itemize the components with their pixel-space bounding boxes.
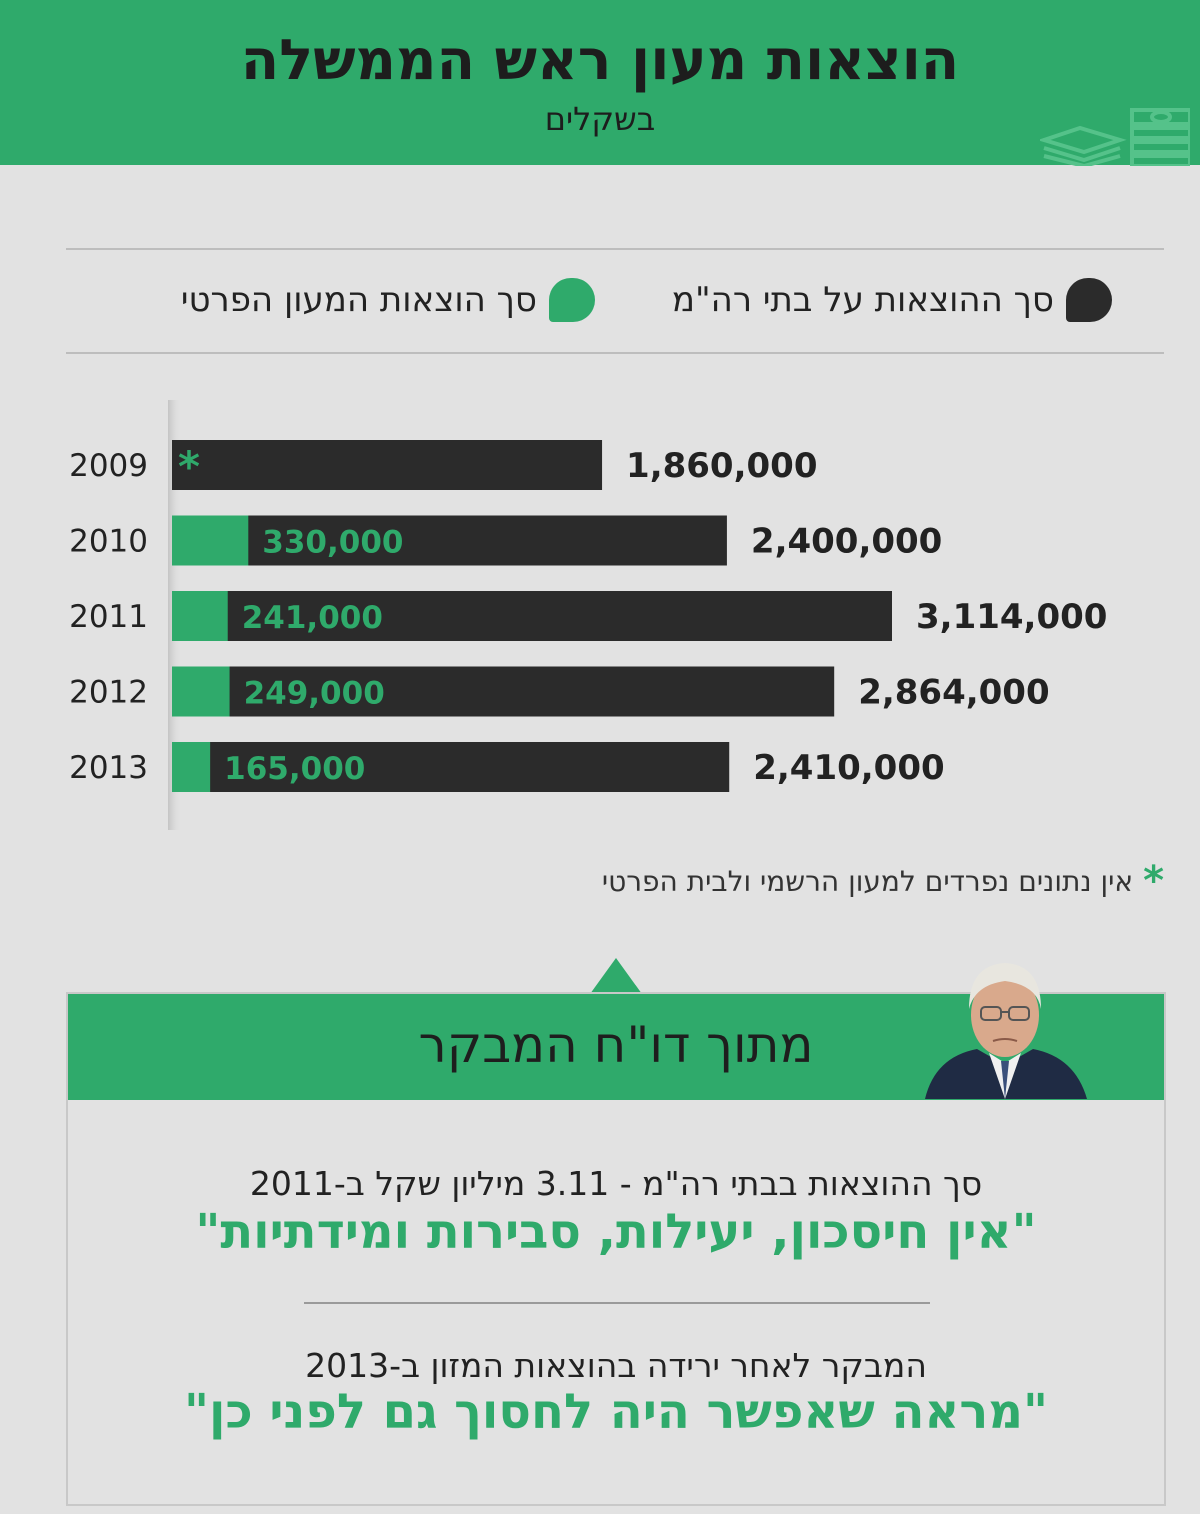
panel-pointer — [590, 958, 642, 994]
private-value-label: 330,000 — [262, 525, 403, 561]
quote-1-context: סך ההוצאות בבתי רה"מ - 3.11 מיליון שקל ב… — [249, 1164, 983, 1203]
legend-label-homes: סך ההוצאות על בתי רה"מ — [671, 280, 1054, 320]
year-label: 2012 — [69, 675, 148, 711]
bar-private-home — [172, 666, 230, 717]
footnote-star-icon: * — [1143, 858, 1164, 904]
legend-item-homes: סך ההוצאות על בתי רה"מ — [672, 270, 1112, 330]
year-label: 2011 — [69, 599, 148, 635]
bar-homes-total — [172, 440, 603, 490]
total-value-label: 2,864,000 — [858, 673, 1049, 713]
total-value-label: 3,114,000 — [916, 597, 1107, 637]
auditor-portrait — [925, 963, 1087, 1099]
legend-label-private: סך הוצאות המעון הפרטי — [180, 280, 537, 320]
legend-swatch-dark — [1066, 278, 1112, 322]
legend-item-private: סך הוצאות המעון הפרטי — [181, 270, 595, 330]
quote-2-context: המבקר לאחר ירידה בהוצאות המזון ב-2013 — [305, 1346, 927, 1385]
bar-homes-total — [172, 742, 730, 792]
legend-bottom-divider — [66, 352, 1164, 354]
bar-homes-total — [172, 591, 892, 641]
bar-homes-total — [172, 666, 835, 717]
private-value-label: 241,000 — [242, 600, 383, 636]
legend-swatch-green — [549, 278, 595, 322]
bar-private-home — [172, 742, 211, 792]
total-value-label: 2,400,000 — [751, 522, 942, 562]
year-label: 2013 — [69, 750, 148, 786]
quote-divider — [304, 1302, 930, 1304]
quote-2-text: "מראה שאפשר היה לחסוך גם לפני כן" — [184, 1384, 1048, 1440]
bar-homes-total — [172, 515, 727, 566]
page-subtitle: בשקלים — [544, 100, 656, 138]
quote-1-text: "אין חיסכון, יעילות, סבירות ומידתיות" — [195, 1204, 1037, 1260]
money-stack-icon — [1040, 108, 1190, 166]
total-value-label: 1,860,000 — [626, 446, 817, 486]
bar-private-home — [172, 591, 228, 641]
footnote: * אין נתונים נפרדים למעון הרשמי ולבית הפ… — [602, 858, 1164, 904]
private-value-label: 249,000 — [244, 676, 385, 712]
footnote-text: אין נתונים נפרדים למעון הרשמי ולבית הפרט… — [601, 864, 1134, 898]
year-label: 2009 — [69, 448, 148, 484]
private-value-label: 165,000 — [224, 751, 365, 787]
bar-chart: 2009 * 1,860,000 2010 330,000 2,400,000 2011 24… — [69, 400, 1107, 830]
page-title: הוצאות מעון ראש הממשלה — [240, 28, 960, 93]
no-data-star-icon: * — [178, 442, 200, 491]
header-banner: הוצאות מעון ראש הממשלה בשקלים — [0, 0, 1200, 166]
total-value-label: 2,410,000 — [753, 748, 944, 788]
bar-private-home — [172, 515, 249, 566]
legend-top-divider — [66, 248, 1164, 250]
panel-title: מתוך דו"ח המבקר — [418, 1016, 814, 1074]
year-label: 2010 — [69, 524, 148, 560]
